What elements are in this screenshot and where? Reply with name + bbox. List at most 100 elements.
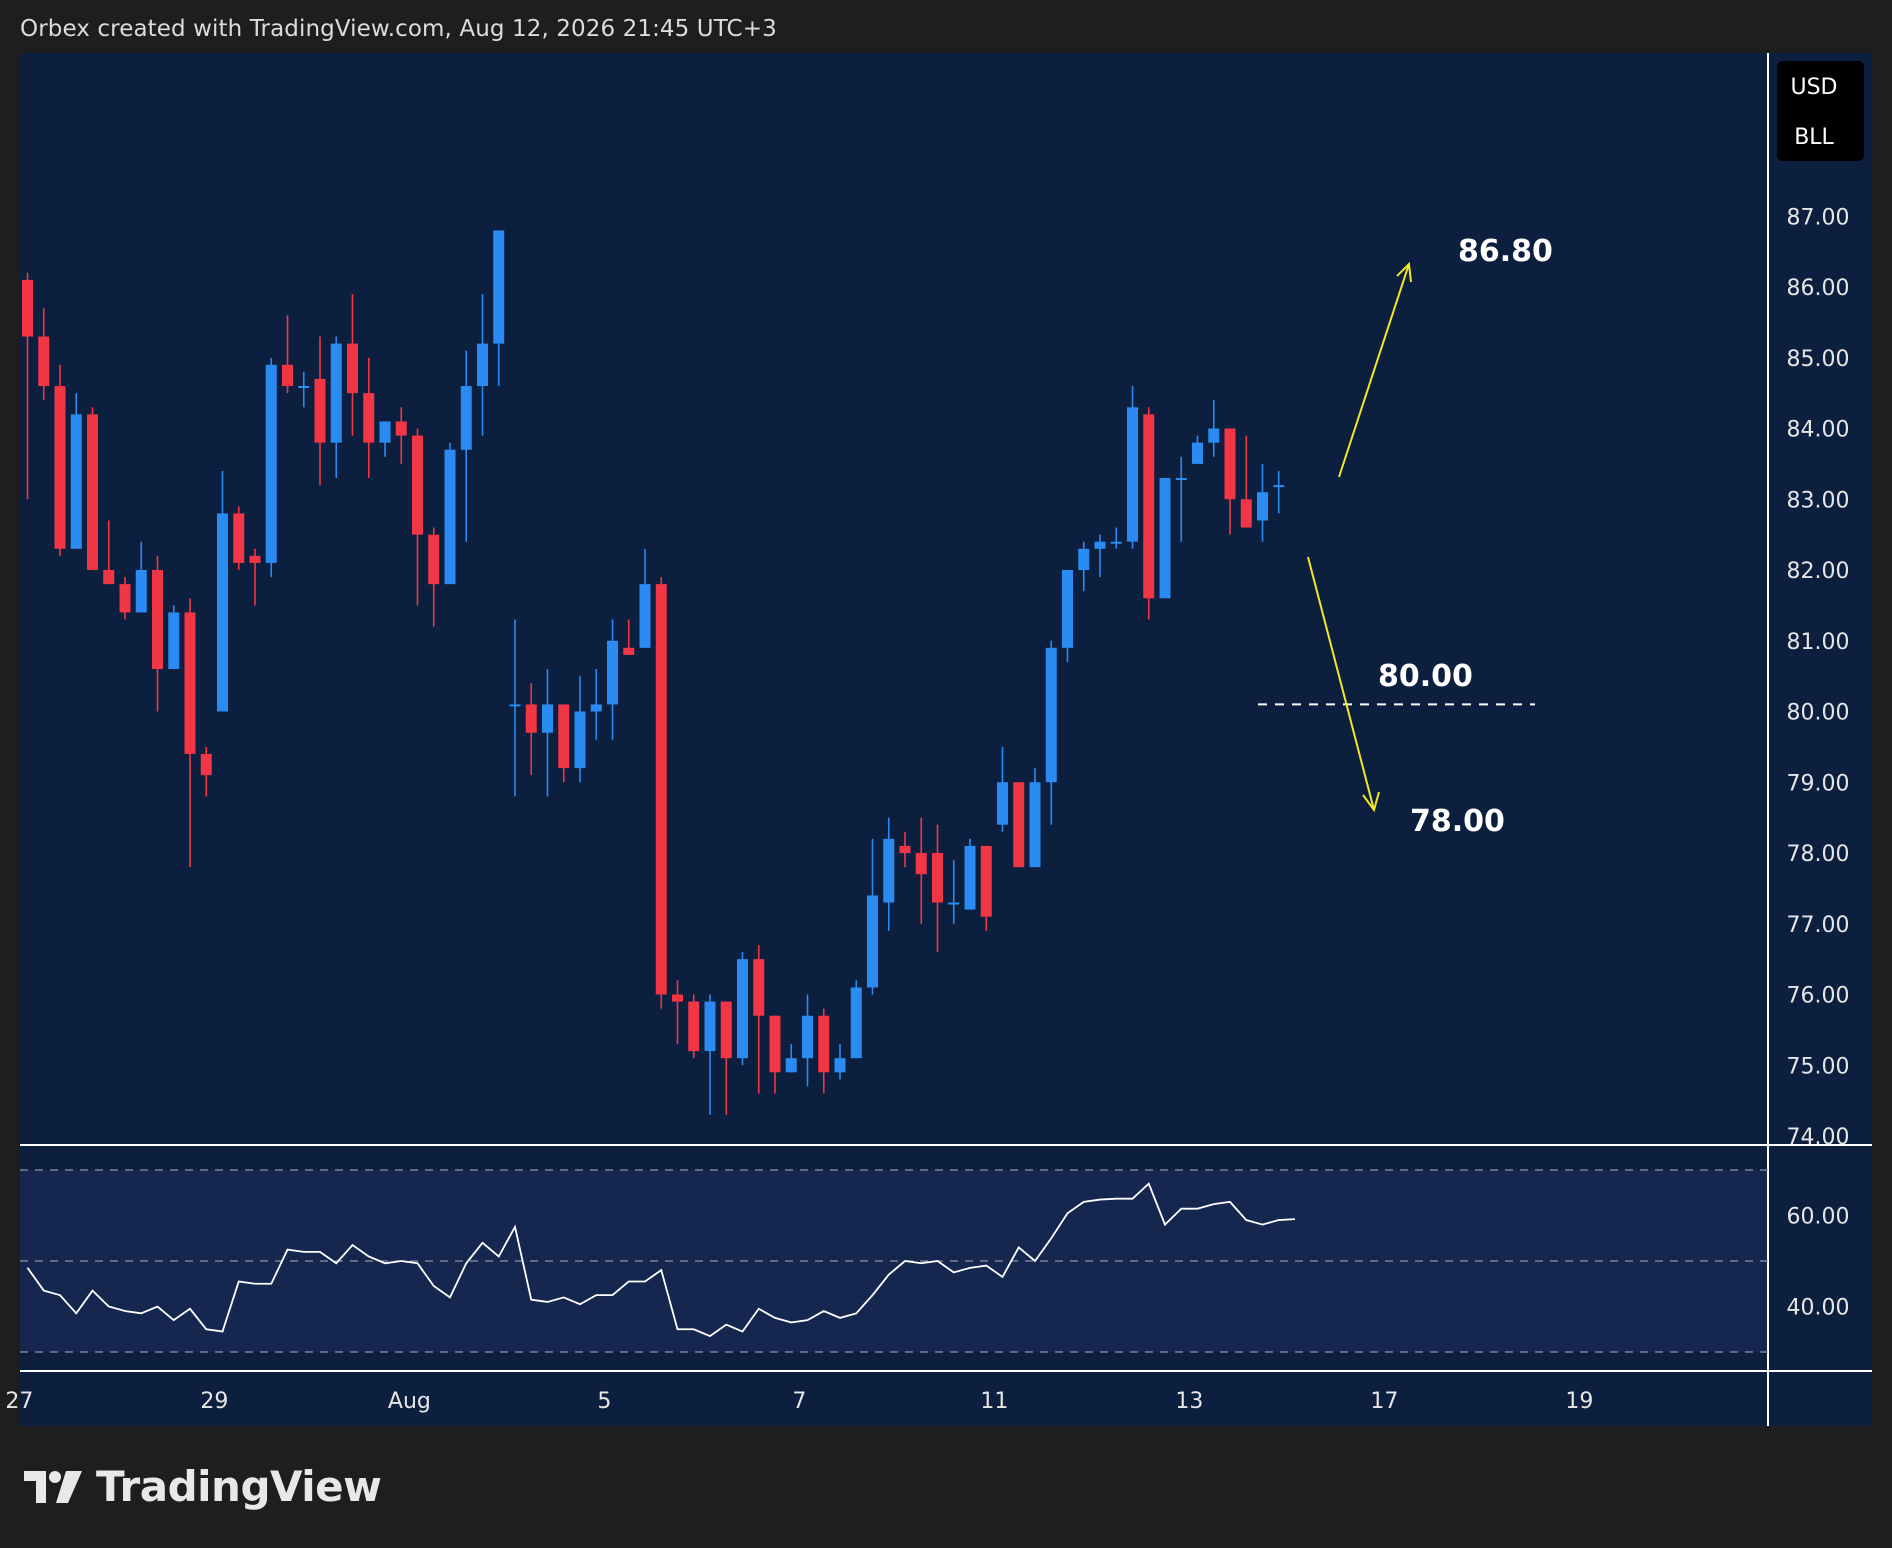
- candle[interactable]: [1143, 407, 1155, 620]
- candle-body[interactable]: [509, 704, 521, 707]
- candle-body[interactable]: [1013, 782, 1025, 868]
- price-scale[interactable]: [1768, 53, 1872, 1371]
- candle-body[interactable]: [867, 895, 878, 988]
- candle-body[interactable]: [704, 1001, 716, 1052]
- candle-body[interactable]: [168, 612, 180, 670]
- candle[interactable]: [395, 407, 407, 464]
- candle[interactable]: [298, 371, 310, 408]
- candle[interactable]: [379, 421, 391, 457]
- candle[interactable]: [428, 527, 440, 627]
- candle[interactable]: [1078, 541, 1090, 592]
- symbol-box[interactable]: USD BLL: [1777, 61, 1864, 161]
- candle[interactable]: [590, 669, 602, 740]
- candle[interactable]: [639, 548, 651, 648]
- candle-body[interactable]: [655, 584, 667, 995]
- candle[interactable]: [347, 294, 358, 436]
- candle-body[interactable]: [980, 845, 992, 917]
- candle[interactable]: [704, 994, 716, 1115]
- candle-body[interactable]: [38, 336, 50, 387]
- candle-body[interactable]: [119, 584, 131, 613]
- candle-body[interactable]: [200, 753, 212, 776]
- candle[interactable]: [152, 555, 163, 712]
- candle[interactable]: [785, 1044, 797, 1073]
- candle-body[interactable]: [265, 364, 277, 563]
- candle-body[interactable]: [70, 414, 82, 549]
- candle[interactable]: [1273, 470, 1285, 514]
- candle-body[interactable]: [688, 1001, 700, 1052]
- candle-body[interactable]: [477, 343, 488, 387]
- candle[interactable]: [655, 577, 667, 1009]
- candle[interactable]: [964, 838, 976, 910]
- candle-body[interactable]: [1273, 485, 1285, 488]
- candle[interactable]: [363, 357, 375, 479]
- candle[interactable]: [1110, 527, 1122, 549]
- candle-body[interactable]: [1208, 428, 1220, 443]
- candle-body[interactable]: [1045, 647, 1057, 783]
- candle-body[interactable]: [217, 513, 228, 712]
- candle-body[interactable]: [899, 845, 911, 853]
- candle-body[interactable]: [460, 386, 472, 450]
- candle-body[interactable]: [574, 711, 586, 769]
- price-pane[interactable]: [20, 53, 1768, 1145]
- candle-body[interactable]: [753, 959, 765, 1016]
- candle[interactable]: [119, 577, 131, 620]
- annotations[interactable]: 86.80 80.00 78.00: [1258, 234, 1553, 839]
- down-arrow-line[interactable]: [1307, 556, 1375, 811]
- candle-body[interactable]: [558, 704, 570, 769]
- candle-body[interactable]: [915, 853, 927, 875]
- candle-body[interactable]: [964, 845, 976, 910]
- candle[interactable]: [1240, 435, 1252, 528]
- candle[interactable]: [802, 994, 813, 1087]
- candle[interactable]: [1062, 570, 1073, 662]
- candle[interactable]: [1175, 456, 1187, 542]
- candle[interactable]: [493, 230, 505, 387]
- candle-body[interactable]: [1062, 570, 1073, 648]
- candle[interactable]: [883, 817, 895, 931]
- candle-body[interactable]: [720, 1001, 732, 1059]
- candle[interactable]: [672, 980, 683, 1045]
- candle-body[interactable]: [1224, 428, 1236, 500]
- up-arrow-line[interactable]: [1338, 263, 1410, 478]
- candle[interactable]: [769, 1015, 781, 1094]
- candle[interactable]: [688, 994, 700, 1059]
- candle-body[interactable]: [347, 343, 358, 394]
- candle[interactable]: [720, 1001, 732, 1115]
- candle-body[interactable]: [802, 1015, 813, 1059]
- candle-body[interactable]: [87, 414, 98, 570]
- candle[interactable]: [542, 669, 553, 797]
- candle-body[interactable]: [233, 513, 245, 563]
- candle-body[interactable]: [1143, 414, 1155, 599]
- candle[interactable]: [460, 350, 472, 542]
- candle-body[interactable]: [1159, 478, 1171, 599]
- candle[interactable]: [168, 605, 180, 670]
- candle-body[interactable]: [850, 987, 862, 1059]
- candle[interactable]: [444, 442, 456, 585]
- candle-body[interactable]: [785, 1058, 797, 1073]
- candle-body[interactable]: [412, 435, 423, 535]
- candle[interactable]: [1094, 534, 1106, 578]
- candle[interactable]: [70, 393, 82, 549]
- candle[interactable]: [525, 683, 537, 776]
- candle[interactable]: [314, 336, 326, 486]
- candle-body[interactable]: [883, 838, 895, 903]
- candle[interactable]: [135, 541, 147, 613]
- candle[interactable]: [330, 336, 342, 479]
- candle-body[interactable]: [1110, 541, 1122, 544]
- candle[interactable]: [1127, 386, 1138, 549]
- candle-body[interactable]: [607, 640, 618, 705]
- candle[interactable]: [1045, 640, 1057, 825]
- candle-body[interactable]: [525, 704, 537, 733]
- candle-body[interactable]: [1175, 478, 1187, 481]
- candle-body[interactable]: [22, 279, 33, 337]
- candle[interactable]: [265, 357, 277, 578]
- candle-body[interactable]: [1192, 442, 1203, 464]
- candle[interactable]: [184, 598, 196, 868]
- candlestick-series[interactable]: [22, 230, 1285, 1115]
- candle-body[interactable]: [590, 704, 602, 712]
- candle[interactable]: [753, 944, 765, 1094]
- candle[interactable]: [477, 294, 488, 436]
- candle-body[interactable]: [363, 393, 375, 443]
- candle-body[interactable]: [1240, 499, 1252, 528]
- candle-body[interactable]: [623, 647, 635, 655]
- candle[interactable]: [412, 428, 423, 606]
